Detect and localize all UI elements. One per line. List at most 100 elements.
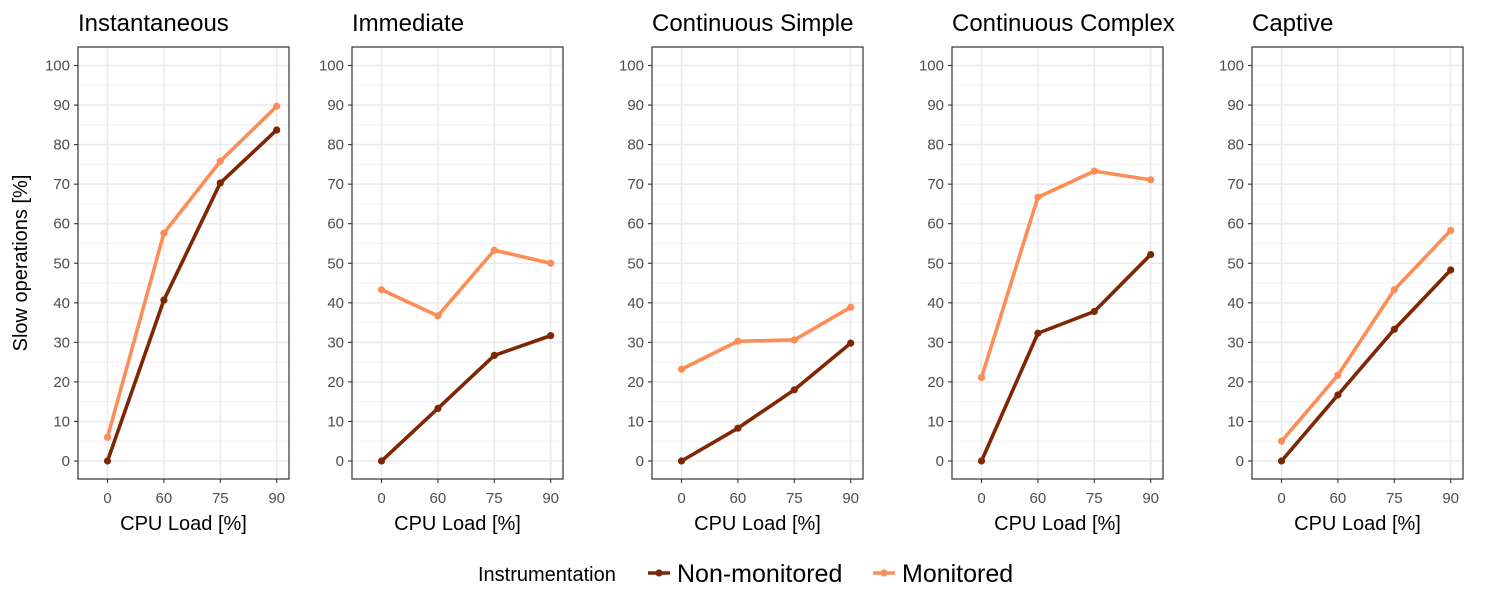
y-tick-label: 30 [327, 334, 344, 351]
legend-key-non-monitored [648, 569, 670, 577]
data-point-monitored [1277, 437, 1286, 445]
y-tick-label: 90 [927, 97, 944, 114]
series-line-monitored [380, 248, 552, 318]
y-tick-label: 80 [1227, 137, 1244, 154]
data-point-non-monitored [1334, 391, 1342, 399]
y-tick-label: 70 [927, 176, 944, 193]
y-tick-label: 40 [1227, 295, 1244, 312]
y-axis-title: Slow operations [%] [10, 175, 32, 352]
x-tick-label: 75 [786, 490, 803, 507]
y-tick-label: 30 [627, 334, 644, 351]
data-point-non-monitored [377, 457, 386, 465]
panel-immediate: Immediate 0 10 20 30 40 50 60 70 80 90 100 0 60 75 90 CP… [319, 10, 564, 535]
data-point-non-monitored [847, 339, 855, 347]
y-tick-label: 80 [927, 137, 944, 154]
y-tick-label: 80 [327, 137, 344, 154]
y-tick-label: 100 [619, 58, 644, 75]
data-point-monitored [490, 246, 498, 254]
data-point-monitored [273, 102, 281, 110]
x-tick-label: 0 [977, 490, 985, 507]
y-tick-label: 10 [53, 413, 70, 430]
data-point-monitored [1090, 167, 1098, 175]
legend-title: Instrumentation [478, 564, 616, 586]
legend-label-non-monitored: Non-monitored [677, 560, 842, 588]
panel-instantaneous: Instantaneous 0 10 20 30 40 50 60 70 80 90 100 0 60 75… [45, 10, 290, 535]
series-line-non-monitored [680, 341, 852, 463]
x-axis-title: CPU Load [%] [394, 513, 521, 535]
data-point-non-monitored [977, 457, 986, 465]
y-tick-label: 0 [936, 453, 944, 470]
x-tick-label: 90 [1142, 490, 1159, 507]
x-tick-label: 60 [430, 490, 447, 507]
x-tick-label: 60 [1330, 490, 1347, 507]
x-tick-label: 90 [268, 490, 285, 507]
series-line-monitored [979, 169, 1151, 379]
y-tick-label: 20 [1227, 374, 1244, 391]
y-tick-label: 30 [927, 334, 944, 351]
y-tick-label: 90 [627, 97, 644, 114]
x-tick-label: 60 [156, 490, 173, 507]
y-tick-label: 100 [1219, 58, 1244, 75]
legend-key-monitored [873, 569, 895, 577]
data-point-monitored [1334, 371, 1342, 379]
panel-title: Instantaneous [78, 10, 229, 37]
y-tick-label: 40 [53, 295, 70, 312]
y-tick-label: 10 [627, 413, 644, 430]
data-point-non-monitored [1390, 325, 1398, 333]
x-axis-title: CPU Load [%] [1294, 513, 1421, 535]
y-tick-label: 70 [53, 176, 70, 193]
y-tick-label: 40 [327, 295, 344, 312]
panel-captive: Captive 0 10 20 30 40 50 60 70 80 90 100 0 60 75 90 CPU … [1219, 10, 1464, 535]
data-point-non-monitored [790, 386, 798, 394]
data-point-monitored [734, 337, 742, 345]
data-point-monitored [434, 312, 442, 320]
legend-key-point [655, 569, 663, 577]
y-tick-label: 10 [327, 413, 344, 430]
data-point-non-monitored [434, 404, 442, 412]
x-tick-label: 0 [377, 490, 385, 507]
y-tick-label: 50 [927, 255, 944, 272]
legend-label-monitored: Monitored [902, 560, 1013, 588]
y-tick-label: 50 [53, 255, 70, 272]
y-tick-label: 60 [53, 216, 70, 233]
x-axis-title: CPU Load [%] [120, 513, 247, 535]
panel-title: Continuous Simple [652, 10, 853, 37]
y-tick-label: 0 [336, 453, 344, 470]
x-tick-label: 75 [212, 490, 229, 507]
data-point-monitored [677, 365, 686, 373]
data-point-non-monitored [1277, 457, 1286, 465]
data-point-monitored [547, 259, 555, 267]
data-point-monitored [847, 303, 855, 311]
data-point-non-monitored [1090, 307, 1098, 316]
data-point-non-monitored [273, 126, 281, 134]
y-tick-label: 70 [627, 176, 644, 193]
y-tick-label: 80 [627, 137, 644, 154]
x-tick-label: 60 [730, 490, 747, 507]
data-point-monitored [1447, 226, 1455, 235]
y-tick-label: 70 [327, 176, 344, 193]
y-tick-label: 40 [927, 295, 944, 312]
panel-title: Immediate [352, 10, 464, 37]
data-point-monitored [1390, 286, 1398, 294]
y-tick-label: 20 [327, 374, 344, 391]
y-tick-label: 40 [627, 295, 644, 312]
x-tick-label: 90 [542, 490, 559, 507]
panel-continuous-simple: Continuous Simple 0 10 20 30 40 50 60 70 80 90 100 0… [619, 10, 864, 535]
data-point-non-monitored [490, 351, 498, 360]
y-tick-label: 0 [62, 453, 70, 470]
series-line-non-monitored [380, 333, 552, 463]
x-tick-label: 0 [677, 490, 685, 507]
y-tick-label: 90 [1227, 97, 1244, 114]
y-tick-label: 60 [627, 216, 644, 233]
y-tick-label: 60 [1227, 216, 1244, 233]
series-line-monitored [105, 104, 278, 438]
data-point-monitored [103, 433, 112, 441]
y-tick-label: 10 [927, 413, 944, 430]
series-line-non-monitored [1280, 268, 1453, 463]
x-axis-title: CPU Load [%] [994, 513, 1121, 535]
data-point-monitored [160, 229, 168, 237]
x-axis-title: CPU Load [%] [694, 513, 821, 535]
panel-title: Captive [1252, 10, 1333, 37]
y-tick-label: 20 [927, 374, 944, 391]
